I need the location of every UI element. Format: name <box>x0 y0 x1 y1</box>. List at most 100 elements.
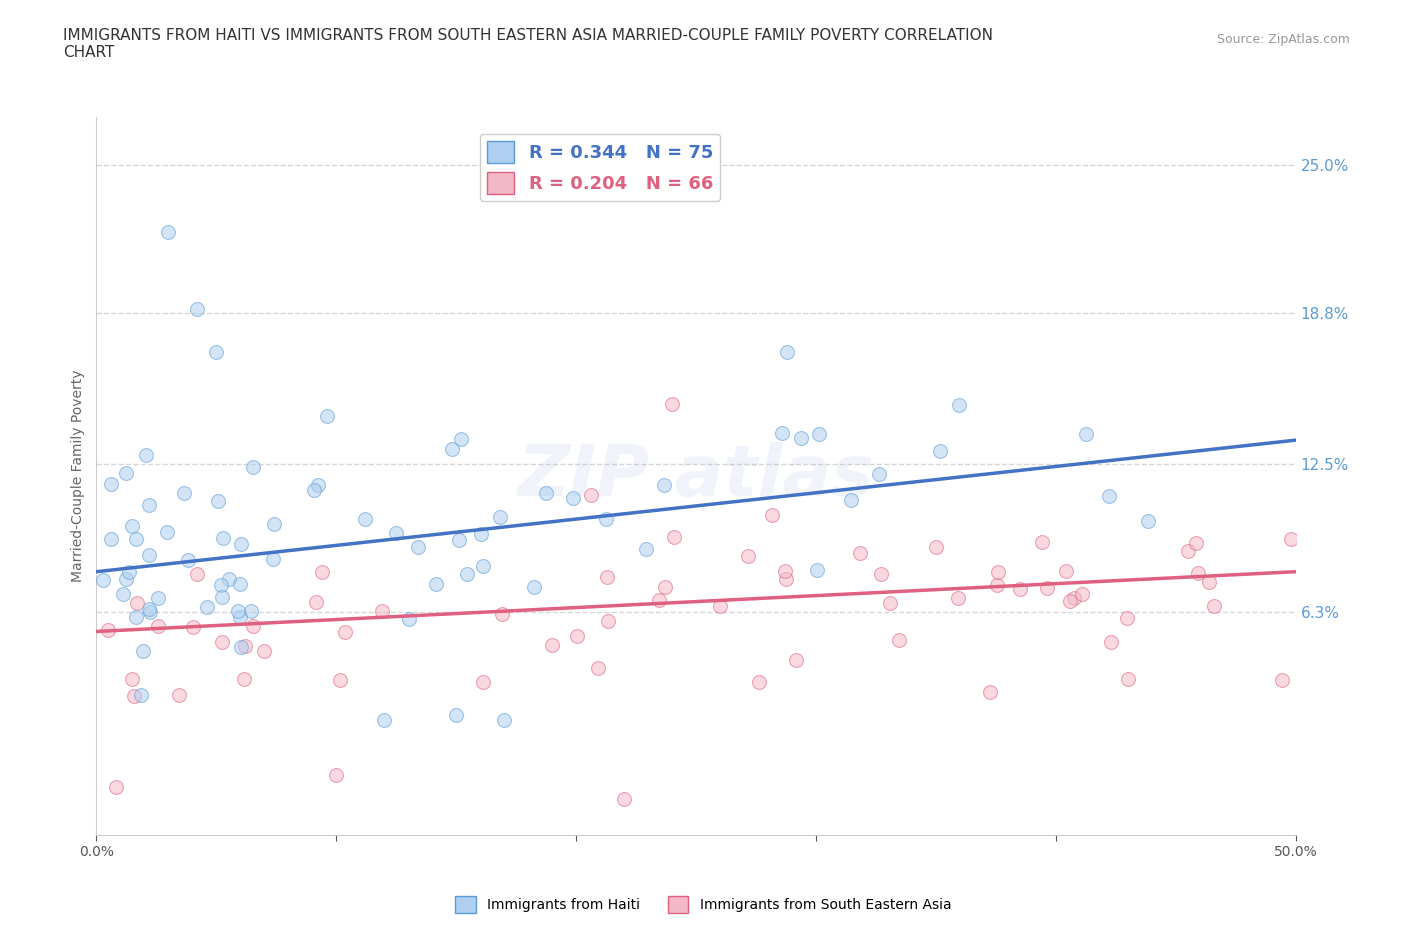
Point <box>648 592 671 607</box>
Point <box>242 618 264 633</box>
Text: ZIP atlas: ZIP atlas <box>517 442 875 511</box>
Point <box>209 578 232 592</box>
Point <box>470 526 492 541</box>
Point <box>354 512 377 527</box>
Point <box>173 485 195 500</box>
Point <box>1031 534 1053 549</box>
Point <box>1116 671 1139 686</box>
Text: IMMIGRANTS FROM HAITI VS IMMIGRANTS FROM SOUTH EASTERN ASIA MARRIED-COUPLE FAMIL: IMMIGRANTS FROM HAITI VS IMMIGRANTS FROM… <box>63 28 993 60</box>
Point <box>157 225 180 240</box>
Point <box>1008 582 1031 597</box>
Point <box>138 498 160 512</box>
Point <box>441 442 464 457</box>
Point <box>652 477 675 492</box>
Point <box>186 301 208 316</box>
Point <box>1116 610 1139 625</box>
Point <box>879 595 901 610</box>
Point <box>205 344 228 359</box>
Point <box>925 540 948 555</box>
Point <box>240 604 263 618</box>
Point <box>302 483 325 498</box>
Point <box>146 591 169 605</box>
Point <box>1036 580 1059 595</box>
Legend: Immigrants from Haiti, Immigrants from South Eastern Asia: Immigrants from Haiti, Immigrants from S… <box>450 890 956 919</box>
Point <box>444 708 467 723</box>
Point <box>135 448 157 463</box>
Point <box>790 431 813 445</box>
Point <box>1204 599 1226 614</box>
Point <box>177 553 200 568</box>
Point <box>125 609 148 624</box>
Point <box>156 525 179 539</box>
Point <box>115 572 138 587</box>
Point <box>491 606 513 621</box>
Point <box>226 604 249 618</box>
Point <box>634 541 657 556</box>
Point <box>1137 513 1160 528</box>
Point <box>748 674 770 689</box>
Point <box>1187 565 1209 580</box>
Y-axis label: Married-Couple Family Poverty: Married-Couple Family Poverty <box>72 370 86 582</box>
Point <box>325 767 347 782</box>
Point <box>207 494 229 509</box>
Point <box>1279 531 1302 546</box>
Point <box>456 567 478 582</box>
Point <box>233 639 256 654</box>
Point <box>263 517 285 532</box>
Point <box>329 673 352 688</box>
Point <box>775 564 797 578</box>
Point <box>121 518 143 533</box>
Point <box>139 604 162 619</box>
Point <box>125 532 148 547</box>
Point <box>709 598 731 613</box>
Point <box>664 529 686 544</box>
Point <box>97 623 120 638</box>
Point <box>887 632 910 647</box>
Point <box>138 602 160 617</box>
Point <box>1099 634 1122 649</box>
Point <box>385 525 408 540</box>
Point <box>761 507 783 522</box>
Point <box>229 577 252 591</box>
Point <box>869 566 891 581</box>
Point <box>305 595 328 610</box>
Point <box>1185 536 1208 551</box>
Point <box>494 712 516 727</box>
Point <box>868 467 890 482</box>
Point <box>91 573 114 588</box>
Point <box>229 537 252 551</box>
Point <box>565 629 588 644</box>
Point <box>211 634 233 649</box>
Point <box>315 408 337 423</box>
Point <box>447 533 470 548</box>
Point <box>948 397 970 412</box>
Point <box>775 572 797 587</box>
Point <box>1098 488 1121 503</box>
Point <box>307 478 329 493</box>
Point <box>523 579 546 594</box>
Point <box>595 569 617 584</box>
Point <box>581 487 603 502</box>
Point <box>115 466 138 481</box>
Point <box>138 547 160 562</box>
Point <box>595 512 617 526</box>
Point <box>839 493 862 508</box>
Point <box>770 426 793 441</box>
Point <box>586 661 609 676</box>
Point <box>613 791 636 806</box>
Point <box>233 671 256 686</box>
Point <box>986 578 1008 592</box>
Point <box>1054 564 1077 578</box>
Point <box>229 610 252 625</box>
Point <box>450 432 472 446</box>
Point <box>1198 575 1220 590</box>
Point <box>987 565 1010 579</box>
Point <box>127 595 149 610</box>
Point <box>488 510 510 525</box>
Point <box>472 674 495 689</box>
Point <box>167 688 190 703</box>
Point <box>408 539 430 554</box>
Point <box>311 565 333 579</box>
Point <box>373 712 395 727</box>
Point <box>100 532 122 547</box>
